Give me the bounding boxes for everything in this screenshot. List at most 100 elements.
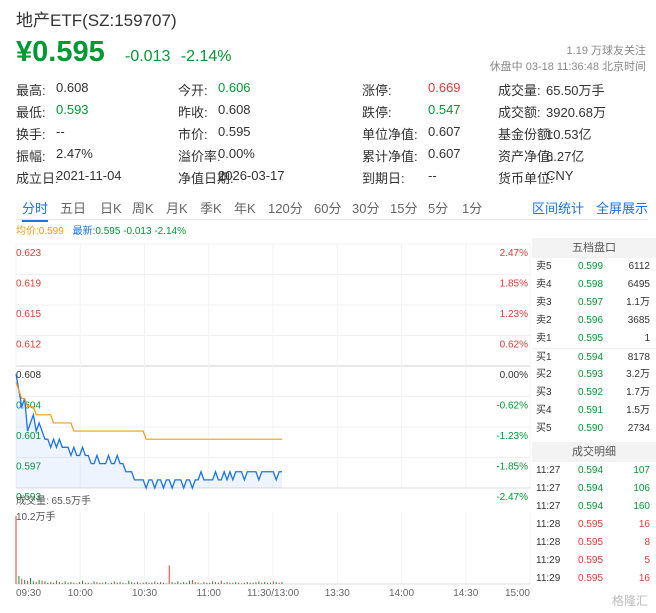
tab-4[interactable]: 月K: [166, 201, 188, 216]
stat-label: 最高:: [16, 83, 46, 98]
order-level: 买5: [536, 423, 552, 434]
x-axis-label: 11:00: [197, 588, 222, 599]
order-volume: 3.2万: [626, 369, 650, 380]
stat-value: 0.606: [218, 80, 251, 95]
order-book-row: 买2 0.593 3.2万: [532, 366, 656, 384]
stat-label: 成交额:: [498, 105, 541, 120]
stat-value: 0.595: [218, 124, 251, 139]
price-axis-label: 0.604: [16, 401, 41, 412]
current-price: ¥0.595: [16, 36, 105, 68]
change-value: -0.013: [125, 48, 171, 65]
stat-value: 10.53亿: [546, 127, 592, 142]
last-label: 最新:: [72, 226, 96, 237]
intraday-chart[interactable]: 0.623 2.47% 0.619 1.85% 0.615 1.23% 0.612 0.62%…: [0, 236, 532, 613]
watermark-logo: 格隆汇: [611, 594, 648, 608]
tab-12[interactable]: 1分: [462, 201, 483, 216]
trade-volume: 107: [633, 465, 650, 476]
stat-label: 今开:: [178, 83, 208, 98]
order-book-row: 买5 0.590 2734: [532, 420, 656, 438]
tab-1[interactable]: 五日: [60, 201, 87, 216]
order-book-row: 卖2 0.596 3685: [532, 312, 656, 330]
order-level: 卖3: [536, 297, 552, 308]
stat-label: 涨停:: [362, 83, 392, 98]
pct-axis-label: -0.62%: [496, 401, 528, 412]
last-price-line: [15, 374, 282, 490]
order-level: 卖4: [536, 279, 552, 290]
price-axis-label: 0.593: [16, 492, 41, 503]
avg-value: 0.599: [38, 226, 64, 237]
volume-max-label: 10.2万手: [16, 510, 55, 523]
order-volume: 2734: [627, 423, 650, 434]
tab-7[interactable]: 120分: [268, 201, 303, 216]
range-stats-link[interactable]: 区间统计: [532, 201, 585, 216]
order-book-title: 五档盘口: [532, 238, 656, 258]
x-axis-label: 15:00: [505, 588, 530, 599]
order-price: 0.593: [578, 369, 604, 380]
price-axis-label: 0.608: [16, 370, 41, 381]
stats-row: 最低: 0.593 昨收: 0.608 跌停: 0.547 成交额: 3920.68万: [16, 102, 648, 124]
tab-3[interactable]: 周K: [132, 201, 154, 216]
x-axis-label: 14:00: [389, 588, 414, 599]
order-volume: 1.7万: [626, 387, 650, 398]
stat-value: 0.607: [428, 146, 461, 161]
order-volume: 6495: [627, 279, 650, 290]
stat-value: 0.669: [428, 80, 461, 95]
price-axis-label: 0.623: [16, 248, 41, 259]
stat-value: 0.00%: [218, 146, 255, 161]
trade-price: 0.595: [578, 555, 604, 566]
order-book-row: 买3 0.592 1.7万: [532, 384, 656, 402]
tab-divider: [16, 219, 648, 220]
stat-label: 累计净值:: [362, 149, 418, 164]
trade-volume: 8: [644, 537, 650, 548]
stat-label: 到期日:: [362, 171, 405, 186]
trade-time: 11:28: [536, 537, 561, 548]
stats-row: 换手: -- 市价: 0.595 单位净值: 0.607 基金份额: 10.53亿: [16, 124, 648, 146]
stat-label: 市价:: [178, 127, 208, 142]
stat-value: 0.607: [428, 124, 461, 139]
pct-axis-label: -1.85%: [496, 462, 528, 473]
tab-9[interactable]: 30分: [352, 201, 380, 216]
stat-label: 最低:: [16, 105, 46, 120]
tab-6[interactable]: 年K: [234, 201, 256, 216]
stat-label: 溢价率:: [178, 149, 221, 164]
trade-volume: 106: [633, 483, 650, 494]
stat-label: 昨收:: [178, 105, 208, 120]
order-price: 0.597: [578, 297, 604, 308]
followers-count[interactable]: 1.19 万球友关注: [566, 45, 646, 57]
order-book-panel: 五档盘口 卖5 0.599 6112 卖4 0.598 6495 卖3 0.597 1.1万 卖2…: [532, 238, 656, 588]
order-price: 0.592: [578, 387, 604, 398]
stat-value: 2026-03-17: [218, 168, 285, 183]
tab-8[interactable]: 60分: [314, 201, 342, 216]
pct-axis-label: -1.23%: [496, 431, 528, 442]
last-value: 0.595 -0.013 -2.14%: [95, 226, 186, 237]
order-level: 买2: [536, 369, 552, 380]
tab-0[interactable]: 分时: [22, 198, 49, 222]
stat-value: 65.50万手: [546, 83, 605, 98]
stat-label: 净值日期:: [178, 171, 234, 186]
trade-row: 11:27 0.594 106: [532, 480, 656, 498]
pct-axis-label: 2.47%: [500, 248, 528, 259]
volume-label: 成交量: 65.5万手: [16, 494, 91, 507]
trade-volume: 16: [638, 573, 650, 584]
tab-2[interactable]: 日K: [100, 201, 122, 216]
order-book-row: 卖5 0.599 6112: [532, 258, 656, 276]
order-level: 买3: [536, 387, 552, 398]
stat-value: 2021-11-04: [56, 168, 122, 183]
order-volume: 8178: [627, 352, 650, 363]
stat-value: 6.27亿: [546, 149, 585, 164]
avg-label: 均价:: [16, 226, 39, 237]
pct-axis-label: 1.85%: [500, 279, 528, 290]
fullscreen-link[interactable]: 全屏展示: [596, 201, 649, 216]
trade-time: 11:29: [536, 555, 561, 566]
chart-legend: 均价:0.599 最新:0.595 -0.013 -2.14%: [16, 222, 186, 237]
price-change: -0.013 -2.14%: [125, 48, 232, 66]
trade-time: 11:29: [536, 573, 561, 584]
x-axis-label: 10:00: [68, 588, 93, 599]
trade-price: 0.595: [578, 537, 604, 548]
tab-11[interactable]: 5分: [428, 201, 449, 216]
tab-10[interactable]: 15分: [390, 201, 418, 216]
chart-period-tabs: 分时 五日 日K 周K 月K 季K 年K 120分 60分 30分 15分 5分 1分 区间统计 全屏展示: [16, 196, 649, 222]
tab-5[interactable]: 季K: [200, 201, 222, 216]
price-axis-label: 0.615: [16, 309, 41, 320]
trade-row: 11:29 0.595 5: [532, 552, 656, 570]
